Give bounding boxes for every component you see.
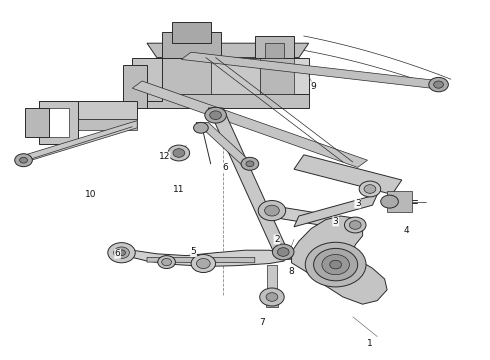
Text: 10: 10 xyxy=(85,190,97,199)
Circle shape xyxy=(194,122,208,133)
Circle shape xyxy=(246,161,254,167)
Polygon shape xyxy=(147,58,309,94)
Circle shape xyxy=(272,244,294,260)
Text: 7: 7 xyxy=(259,318,265,327)
Circle shape xyxy=(266,293,278,301)
Text: 8: 8 xyxy=(289,267,294,276)
Circle shape xyxy=(381,195,398,208)
Polygon shape xyxy=(39,101,78,144)
Text: 6: 6 xyxy=(222,163,228,172)
Circle shape xyxy=(364,185,376,193)
Circle shape xyxy=(359,181,381,197)
Circle shape xyxy=(260,288,284,306)
Polygon shape xyxy=(294,155,402,194)
Text: 3: 3 xyxy=(333,217,339,226)
Circle shape xyxy=(158,256,175,269)
Polygon shape xyxy=(266,302,278,307)
Text: 5: 5 xyxy=(191,248,196,256)
Polygon shape xyxy=(39,119,137,130)
Polygon shape xyxy=(211,58,260,94)
Circle shape xyxy=(322,255,349,275)
Polygon shape xyxy=(147,43,309,58)
Circle shape xyxy=(434,81,443,88)
Polygon shape xyxy=(132,81,368,167)
Polygon shape xyxy=(162,58,211,94)
Text: 12: 12 xyxy=(158,152,170,161)
Circle shape xyxy=(20,157,27,163)
Circle shape xyxy=(114,247,129,258)
Text: 4: 4 xyxy=(404,226,410,235)
Polygon shape xyxy=(132,58,162,101)
Text: 1: 1 xyxy=(367,339,373,348)
Circle shape xyxy=(173,149,185,157)
Polygon shape xyxy=(181,52,441,88)
Polygon shape xyxy=(147,257,255,263)
Circle shape xyxy=(162,258,172,266)
Text: 2: 2 xyxy=(274,235,280,244)
Text: 3: 3 xyxy=(355,199,361,208)
Circle shape xyxy=(330,260,342,269)
Polygon shape xyxy=(267,265,277,293)
Polygon shape xyxy=(387,191,412,212)
Circle shape xyxy=(196,258,210,269)
Circle shape xyxy=(241,157,259,170)
Polygon shape xyxy=(294,194,377,227)
Circle shape xyxy=(258,201,286,221)
Text: 6: 6 xyxy=(115,249,121,258)
Polygon shape xyxy=(39,101,137,119)
Polygon shape xyxy=(260,58,294,94)
Polygon shape xyxy=(162,32,220,58)
Polygon shape xyxy=(292,216,387,304)
Circle shape xyxy=(210,111,221,120)
Circle shape xyxy=(349,221,361,229)
Circle shape xyxy=(168,145,190,161)
Polygon shape xyxy=(122,65,147,108)
Circle shape xyxy=(344,217,366,233)
Circle shape xyxy=(429,77,448,92)
Circle shape xyxy=(305,242,366,287)
Polygon shape xyxy=(20,121,137,164)
Text: 11: 11 xyxy=(173,184,185,194)
Circle shape xyxy=(118,250,125,256)
Circle shape xyxy=(191,255,216,273)
Circle shape xyxy=(15,154,32,167)
Polygon shape xyxy=(172,22,211,43)
Polygon shape xyxy=(255,36,294,58)
Polygon shape xyxy=(265,43,284,58)
Polygon shape xyxy=(208,108,292,259)
Circle shape xyxy=(205,107,226,123)
Circle shape xyxy=(277,248,289,256)
Circle shape xyxy=(108,243,135,263)
Polygon shape xyxy=(147,94,309,108)
Polygon shape xyxy=(118,250,284,266)
Circle shape xyxy=(265,205,279,216)
Text: 9: 9 xyxy=(311,82,317,91)
Polygon shape xyxy=(196,122,255,166)
Polygon shape xyxy=(260,205,358,230)
Circle shape xyxy=(314,248,358,281)
Polygon shape xyxy=(49,108,69,137)
Polygon shape xyxy=(24,108,49,137)
